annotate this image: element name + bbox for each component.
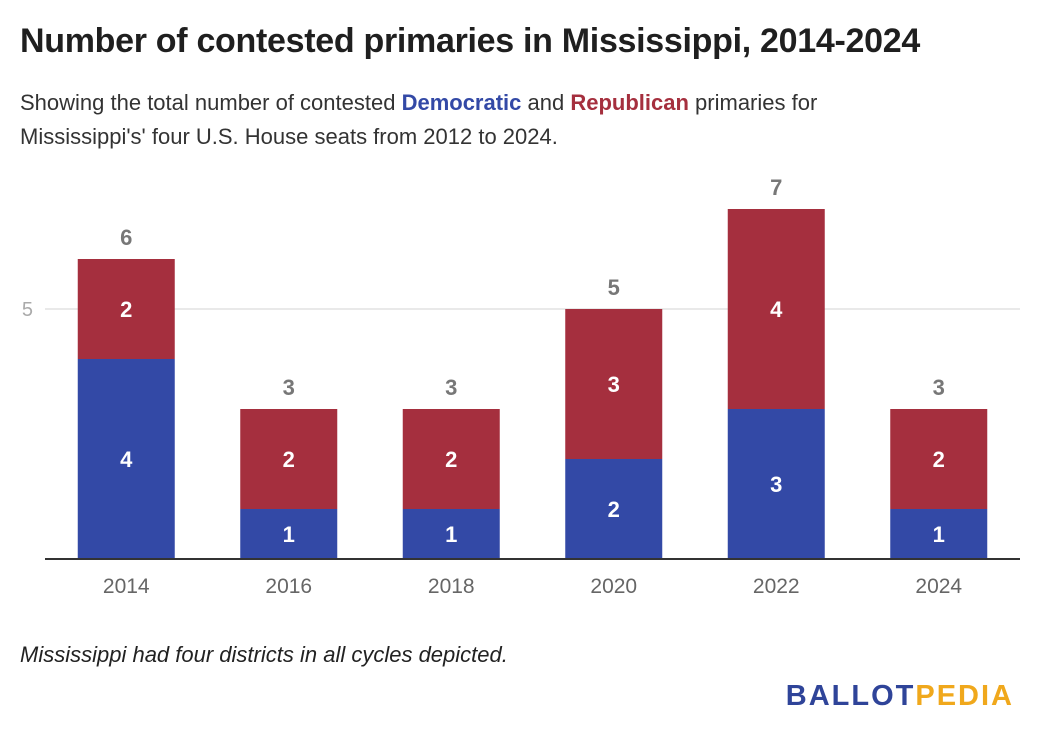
data-label-republican-2016: 2 [283,447,295,472]
ballotpedia-logo: BALLOTPEDIA [786,680,1014,713]
chart-footnote: Mississippi had four districts in all cy… [20,642,508,667]
x-tick-label-2016: 2016 [265,575,312,598]
chart-subtitle: Showing the total number of contested De… [20,86,920,154]
total-label-2016: 3 [283,375,295,400]
bar-democratic-2020 [565,459,663,559]
bar-republican-2016 [240,409,338,509]
subtitle-text-3: primaries for Mississippi's' four U.S. H… [20,90,818,149]
data-label-democratic-2022: 3 [770,472,782,497]
chart-title: Number of contested primaries in Mississ… [20,22,920,60]
bar-republican-2024 [890,409,988,509]
subtitle-democratic-label: Democratic [401,90,522,115]
total-label-2014: 6 [120,225,132,250]
bar-democratic-2024 [890,509,988,559]
total-label-2024: 3 [933,375,945,400]
x-tick-label-2020: 2020 [590,575,637,598]
total-label-2018: 3 [445,375,457,400]
data-label-republican-2022: 4 [770,297,783,322]
subtitle-text-1: Showing the total number of contested [20,90,402,115]
x-tick-label-2022: 2022 [753,575,800,598]
x-tick-label-2024: 2024 [915,575,962,598]
bar-democratic-2014 [77,359,175,559]
subtitle-republican-label: Republican [570,90,689,115]
y-tick-label-0: 5 [22,299,33,321]
bar-democratic-2018 [402,509,500,559]
data-label-republican-2014: 2 [120,297,132,322]
total-label-2020: 5 [608,275,620,300]
stacked-bar-chart: 5 4 2 6 2014 1 2 3 2016 1 2 3 2018 2 3 5 2020 3 4 7 2022 1 2 3 2… [22,175,1020,598]
bar-democratic-2022 [727,409,825,559]
data-label-republican-2024: 2 [933,447,945,472]
bar-republican-2014 [77,259,175,359]
x-tick-label-2018: 2018 [428,575,475,598]
data-label-democratic-2020: 2 [608,497,620,522]
bar-republican-2020 [565,309,663,459]
data-label-democratic-2018: 1 [445,522,457,547]
data-label-democratic-2024: 1 [933,522,945,547]
total-label-2022: 7 [770,175,782,200]
data-label-democratic-2014: 4 [120,447,133,472]
bar-democratic-2016 [240,509,338,559]
logo-pedia-text: PEDIA [915,680,1014,712]
x-tick-label-2014: 2014 [103,575,150,598]
data-label-republican-2018: 2 [445,447,457,472]
data-label-democratic-2016: 1 [283,522,295,547]
data-label-republican-2020: 3 [608,372,620,397]
bar-republican-2018 [402,409,500,509]
bar-republican-2022 [727,209,825,409]
subtitle-text-2: and [521,90,571,115]
logo-ballot-text: BALLOT [785,680,916,712]
